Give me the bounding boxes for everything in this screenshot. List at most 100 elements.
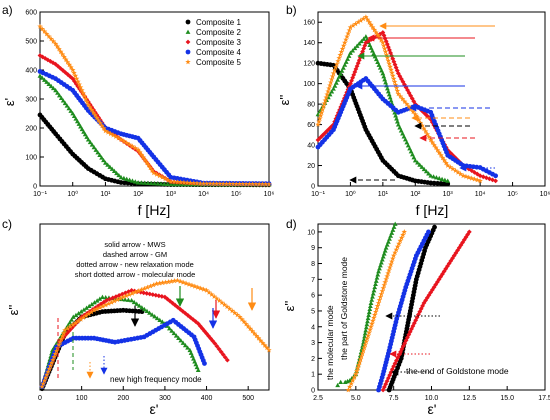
data-point — [154, 315, 160, 321]
data-point — [434, 147, 441, 153]
data-point — [386, 267, 392, 273]
data-point — [135, 146, 141, 153]
data-point — [356, 41, 362, 46]
data-point — [331, 67, 338, 73]
data-point — [361, 344, 368, 350]
data-point — [367, 303, 373, 309]
data-point — [91, 144, 97, 150]
panel-c-label: c) — [2, 217, 12, 231]
data-point — [58, 95, 64, 100]
data-point — [221, 301, 228, 307]
panel-b-xtick-label: 10³ — [443, 191, 454, 198]
panel-b: b) 10⁻¹ 10⁰ 10¹ 10² 10³ 10⁴ 10⁵ 10⁶ 0 20 40 60 80 100… — [277, 3, 550, 218]
data-point — [70, 67, 76, 73]
data-point — [438, 181, 444, 186]
data-point — [233, 181, 239, 187]
data-point — [92, 112, 98, 118]
data-point — [142, 157, 148, 163]
panel-d-arrows — [385, 312, 440, 376]
data-point — [156, 280, 163, 286]
data-point — [186, 281, 192, 287]
note-end-of-goldstone-mode: the end of Goldstone mode — [406, 366, 509, 376]
data-point — [468, 175, 475, 181]
data-point — [336, 74, 342, 79]
series-composite-1 — [37, 112, 272, 188]
data-point — [257, 337, 264, 343]
data-point — [367, 306, 373, 312]
data-point — [362, 341, 368, 347]
data-point — [442, 177, 448, 182]
data-point — [87, 139, 93, 145]
legend-marker-composite-5 — [185, 59, 191, 65]
data-point — [68, 64, 74, 70]
data-point — [50, 85, 56, 91]
data-point — [334, 61, 340, 67]
data-point — [51, 354, 57, 360]
data-point — [318, 109, 325, 115]
data-point — [338, 379, 344, 385]
data-point — [126, 141, 133, 147]
data-point — [111, 168, 117, 174]
data-point — [394, 88, 401, 94]
data-point — [393, 85, 400, 91]
data-point — [339, 46, 346, 52]
data-point — [135, 180, 141, 185]
data-point — [457, 171, 464, 177]
data-point — [243, 181, 249, 187]
data-point — [410, 152, 415, 157]
data-point — [118, 136, 124, 142]
data-point — [177, 179, 184, 185]
data-point — [472, 169, 477, 175]
data-point — [387, 236, 392, 241]
data-point — [70, 314, 76, 319]
data-point — [382, 48, 389, 55]
data-point — [57, 339, 63, 345]
data-point — [376, 297, 383, 303]
data-point — [134, 301, 140, 306]
data-point — [47, 363, 54, 369]
panel-c-series — [39, 277, 272, 392]
data-point — [147, 283, 154, 289]
data-point — [249, 328, 256, 334]
data-point — [46, 366, 53, 372]
data-point — [378, 260, 384, 265]
data-point — [318, 112, 324, 118]
data-point — [329, 89, 335, 94]
data-point — [392, 361, 398, 366]
data-point — [393, 246, 400, 252]
data-point — [153, 171, 160, 177]
panel-d-ytick-label: 5 — [311, 308, 315, 315]
data-point — [436, 175, 442, 181]
data-point — [414, 315, 420, 320]
data-point — [364, 321, 370, 327]
data-point — [344, 33, 350, 39]
data-point — [165, 177, 171, 183]
data-point — [173, 333, 179, 338]
data-point — [363, 40, 369, 46]
data-point — [379, 288, 386, 294]
data-point — [53, 348, 60, 354]
data-point — [84, 134, 90, 139]
data-point — [335, 58, 341, 64]
data-point — [373, 278, 379, 283]
data-point — [45, 368, 51, 375]
data-point — [89, 107, 95, 113]
data-point — [384, 273, 390, 279]
data-point — [421, 125, 427, 131]
note-dashed-arrow: dashed arrow - GM — [103, 250, 167, 259]
legend-marker-composite-2 — [185, 29, 191, 34]
data-point — [162, 175, 168, 182]
data-point — [53, 61, 59, 67]
data-point — [144, 291, 150, 296]
data-point — [64, 59, 71, 65]
data-point — [95, 117, 102, 123]
data-point — [177, 306, 183, 312]
data-point — [180, 279, 186, 285]
data-point — [185, 345, 191, 350]
data-point — [174, 179, 181, 185]
data-point — [347, 24, 354, 30]
data-point — [372, 312, 378, 318]
data-point — [363, 328, 369, 333]
data-point — [389, 230, 395, 235]
data-point — [382, 279, 388, 285]
